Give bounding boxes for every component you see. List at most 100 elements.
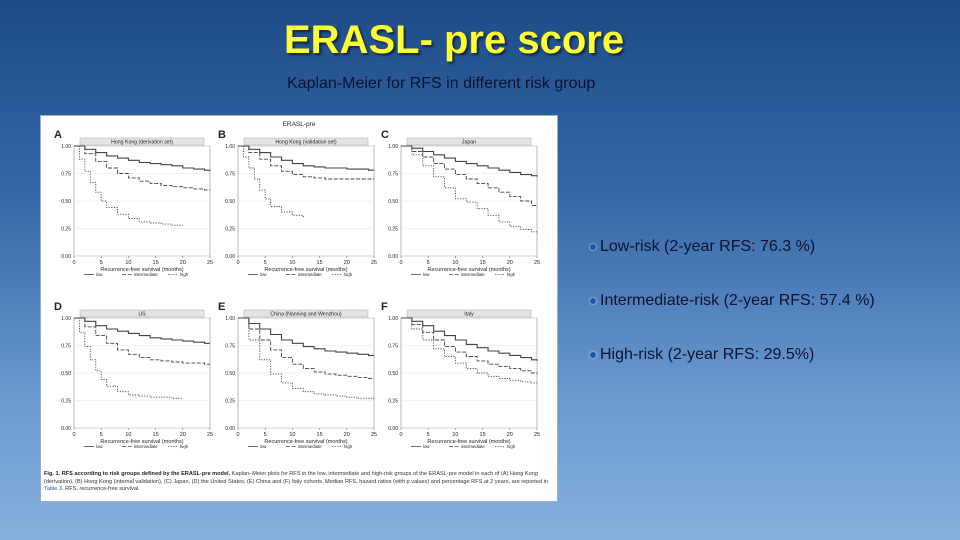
legend-label: intermediate	[298, 272, 322, 277]
bullet-intermediate-risk: Intermediate-risk (2-year RFS: 57.4 %)	[590, 289, 910, 313]
panel-strip	[406, 309, 532, 318]
panel-strip	[243, 137, 369, 146]
y-tick-label: 0.25	[388, 398, 398, 404]
x-axis-label: Recurrence-free survival (months)	[100, 439, 183, 445]
bullet-text: Low-risk (2-year RFS: 76.3 %)	[600, 238, 816, 255]
x-tick-label: 10	[289, 432, 295, 438]
km-curve-low	[238, 317, 374, 356]
legend-label: low	[260, 444, 267, 449]
km-curve-high	[401, 145, 538, 234]
x-tick-label: 20	[507, 432, 513, 438]
legend-label: low	[423, 444, 430, 449]
y-tick-label: 0.50	[61, 371, 71, 377]
y-tick-label: 0.75	[388, 171, 398, 177]
legend-label: low	[260, 272, 267, 277]
figure-caption: Fig. 1. RFS according to risk groups def…	[44, 471, 556, 494]
panel-letter: E	[218, 301, 225, 313]
x-tick-label: 0	[236, 432, 239, 438]
x-tick-label: 5	[427, 260, 430, 266]
x-tick-label: 25	[534, 260, 540, 266]
legend-label: high	[180, 444, 189, 449]
legend-label: high	[507, 444, 516, 449]
x-tick-label: 15	[317, 432, 323, 438]
y-tick-label: 1.00	[61, 316, 71, 322]
y-tick-label: 0.75	[388, 343, 398, 349]
panel-letter: F	[381, 301, 388, 313]
bullet-high-risk: High-risk (2-year RFS: 29.5%)	[590, 343, 910, 367]
km-curve-high	[238, 145, 304, 218]
x-tick-label: 0	[399, 432, 402, 438]
legend-label: intermediate	[461, 272, 485, 277]
panel-title: Hong Kong (derivation set)	[111, 139, 173, 145]
legend-label: low	[423, 272, 430, 277]
legend-label: intermediate	[461, 444, 485, 449]
km-curve-high	[74, 317, 183, 399]
panel-strip	[79, 137, 205, 146]
x-tick-label: 5	[264, 260, 267, 266]
x-tick-label: 20	[180, 260, 186, 266]
x-axis-label: Recurrence-free survival (months)	[427, 439, 510, 445]
km-figure: ERASL-pre A Hong Kong (derivation set) 0.0…	[40, 115, 558, 502]
caption-table-link[interactable]: Table 3	[44, 486, 63, 493]
x-tick-label: 10	[125, 260, 131, 266]
x-tick-label: 20	[344, 260, 350, 266]
y-tick-label: 0.00	[225, 254, 235, 260]
x-tick-label: 5	[264, 432, 267, 438]
x-tick-label: 20	[507, 260, 513, 266]
y-tick-label: 1.00	[225, 316, 235, 322]
x-axis-label: Recurrence-free survival (months)	[264, 267, 347, 273]
y-tick-label: 1.00	[225, 144, 235, 150]
slide-subtitle: Kaplan-Meier for RFS in different risk g…	[287, 75, 596, 92]
y-tick-label: 0.25	[61, 226, 71, 232]
y-tick-label: 1.00	[61, 144, 71, 150]
panel-letter: A	[54, 129, 62, 141]
y-tick-label: 0.00	[225, 426, 235, 432]
x-tick-label: 0	[236, 260, 239, 266]
y-tick-label: 0.75	[225, 343, 235, 349]
panel-title: Hong Kong (validation set)	[275, 139, 336, 145]
x-tick-label: 15	[480, 260, 486, 266]
x-tick-label: 5	[100, 260, 103, 266]
panel-strip	[406, 137, 532, 146]
x-axis-label: Recurrence-free survival (months)	[100, 267, 183, 273]
caption-text-1: Kaplan–Meier plots for RFS in the low, i…	[44, 471, 548, 485]
panel-strip	[243, 309, 369, 318]
panel-letter: B	[218, 129, 226, 141]
x-tick-label: 15	[317, 260, 323, 266]
legend-label: intermediate	[134, 444, 158, 449]
x-axis-label: Recurrence-free survival (months)	[264, 439, 347, 445]
km-plots: ERASL-pre A Hong Kong (derivation set) 0.0…	[54, 121, 540, 449]
km-curve-low	[401, 145, 538, 177]
y-tick-label: 0.75	[225, 171, 235, 177]
x-tick-label: 10	[125, 432, 131, 438]
legend-label: high	[180, 272, 189, 277]
x-tick-label: 10	[452, 260, 458, 266]
figure-header: ERASL-pre	[283, 121, 316, 128]
y-tick-label: 0.00	[61, 426, 71, 432]
km-curve-low	[74, 317, 210, 344]
x-tick-label: 15	[480, 432, 486, 438]
legend-label: high	[507, 272, 516, 277]
panel-title: Italy	[464, 311, 474, 317]
panel-letter: D	[54, 301, 62, 313]
x-tick-label: 25	[207, 260, 213, 266]
km-curve-intermediate	[238, 145, 374, 180]
y-tick-label: 0.25	[388, 226, 398, 232]
slide-title: ERASL- pre score	[284, 18, 625, 62]
y-tick-label: 0.50	[225, 371, 235, 377]
y-tick-label: 1.00	[388, 316, 398, 322]
y-tick-label: 0.00	[388, 426, 398, 432]
y-tick-label: 0.50	[61, 199, 71, 205]
km-curve-high	[74, 145, 183, 226]
x-tick-label: 10	[289, 260, 295, 266]
bullet-dot-icon	[590, 243, 596, 250]
panel-title: US	[138, 311, 146, 317]
x-axis-label: Recurrence-free survival (months)	[427, 267, 510, 273]
km-curve-intermediate	[74, 317, 210, 365]
km-curve-high	[238, 317, 375, 400]
x-tick-label: 15	[153, 432, 159, 438]
x-tick-label: 0	[72, 432, 75, 438]
bullet-dot-icon	[590, 297, 596, 304]
x-tick-label: 25	[371, 260, 377, 266]
y-tick-label: 1.00	[388, 144, 398, 150]
